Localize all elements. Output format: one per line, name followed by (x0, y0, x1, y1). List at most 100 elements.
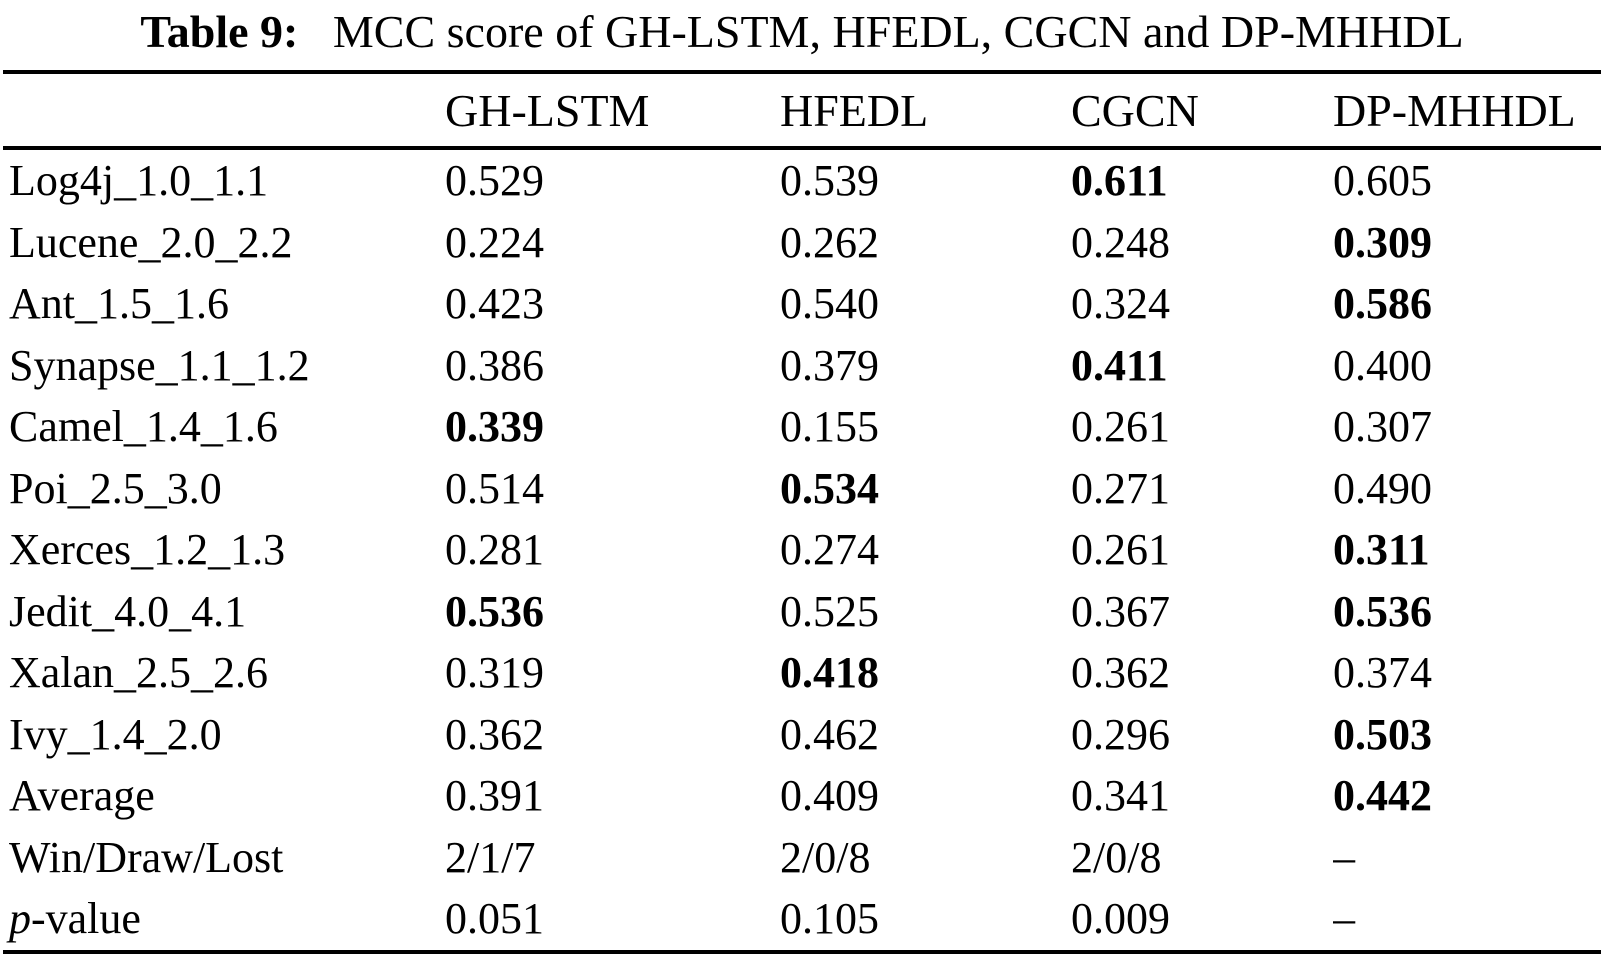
table-row: p-value 0.051 0.105 0.009 – (3, 888, 1601, 952)
cell-value: 0.611 (1071, 156, 1168, 206)
cell-value: 0.319 (445, 648, 544, 698)
row-label-part: Average (9, 771, 155, 821)
table-row: Camel_1.4_1.6 0.339 0.155 0.261 0.307 (3, 396, 1601, 458)
cell-value: 0.341 (1071, 771, 1170, 821)
cell-value: 0.374 (1333, 648, 1432, 698)
cell-value: 0.367 (1071, 586, 1170, 636)
header-cgcn: CGCN (1071, 84, 1199, 136)
cell-value: 0.224 (445, 217, 544, 267)
row-label-part: Xalan_2.5_2.6 (9, 648, 269, 698)
header-hfedl: HFEDL (780, 84, 929, 136)
table-row: Xerces_1.2_1.3 0.281 0.274 0.261 0.311 (3, 519, 1601, 581)
header-empty-cell (3, 72, 445, 148)
cell-value: 0.539 (780, 156, 879, 206)
table-caption: Table 9: MCC score of GH-LSTM, HFEDL, CG… (0, 0, 1604, 60)
cell-value: 0.274 (780, 525, 879, 575)
cell-value: 0.271 (1071, 463, 1170, 513)
cell-value: 0.409 (780, 771, 879, 821)
row-label-part: Synapse_1.1_1.2 (9, 340, 310, 390)
row-label: Win/Draw/Lost (3, 827, 445, 889)
table-caption-label: Table 9: (140, 6, 299, 57)
cell-value: 0.534 (780, 463, 879, 513)
cell-value: 0.248 (1071, 217, 1170, 267)
header-row: GH-LSTM HFEDL CGCN DP-MHHDL (3, 72, 1601, 148)
row-label-part: -value (31, 894, 141, 944)
cell-value: 0.339 (445, 402, 544, 452)
cell-value: 0.262 (780, 217, 879, 267)
cell-value: 0.490 (1333, 463, 1432, 513)
table-row: Synapse_1.1_1.2 0.386 0.379 0.411 0.400 (3, 335, 1601, 397)
cell-value: 0.411 (1071, 340, 1168, 390)
table-row: Xalan_2.5_2.6 0.319 0.418 0.362 0.374 (3, 642, 1601, 704)
row-label: Log4j_1.0_1.1 (3, 148, 445, 212)
cell-value: 0.525 (780, 586, 879, 636)
table-body: Log4j_1.0_1.1 0.529 0.539 0.611 0.605 Lucene_… (3, 148, 1601, 952)
cell-value: 0.261 (1071, 402, 1170, 452)
row-label: Camel_1.4_1.6 (3, 396, 445, 458)
row-label-part: Jedit_4.0_4.1 (9, 586, 247, 636)
cell-value: 0.379 (780, 340, 879, 390)
cell-value: – (1333, 832, 1355, 882)
header-dp-mhhdl: DP-MHHDL (1333, 84, 1576, 136)
cell-value: 0.296 (1071, 709, 1170, 759)
cell-value: 0.442 (1333, 771, 1432, 821)
cell-value: 2/1/7 (445, 832, 536, 882)
cell-value: 0.261 (1071, 525, 1170, 575)
cell-value: 0.536 (445, 586, 544, 636)
table-row: Average 0.391 0.409 0.341 0.442 (3, 765, 1601, 827)
cell-value: 0.362 (445, 709, 544, 759)
row-label-part: p (9, 894, 31, 944)
cell-value: 0.462 (780, 709, 879, 759)
cell-value: 0.586 (1333, 279, 1432, 329)
cell-value: 0.311 (1333, 525, 1430, 575)
row-label: Poi_2.5_3.0 (3, 458, 445, 520)
row-label: Synapse_1.1_1.2 (3, 335, 445, 397)
row-label: Ivy_1.4_2.0 (3, 704, 445, 766)
cell-value: 0.529 (445, 156, 544, 206)
cell-value: 0.540 (780, 279, 879, 329)
cell-value: 0.391 (445, 771, 544, 821)
cell-value: 0.605 (1333, 156, 1432, 206)
table-row: Win/Draw/Lost 2/1/7 2/0/8 2/0/8 – (3, 827, 1601, 889)
table-row: Log4j_1.0_1.1 0.529 0.539 0.611 0.605 (3, 148, 1601, 212)
table-header: GH-LSTM HFEDL CGCN DP-MHHDL (3, 72, 1601, 148)
cell-value: 0.324 (1071, 279, 1170, 329)
row-label: Jedit_4.0_4.1 (3, 581, 445, 643)
row-label: Xalan_2.5_2.6 (3, 642, 445, 704)
cell-value: 0.514 (445, 463, 544, 513)
cell-value: 0.386 (445, 340, 544, 390)
cell-value: 0.423 (445, 279, 544, 329)
cell-value: 0.307 (1333, 402, 1432, 452)
cell-value: 2/0/8 (780, 832, 871, 882)
row-label-part: Camel_1.4_1.6 (9, 402, 278, 452)
cell-value: 0.400 (1333, 340, 1432, 390)
cell-value: 0.503 (1333, 709, 1432, 759)
cell-value: 0.536 (1333, 586, 1432, 636)
mcc-score-table: GH-LSTM HFEDL CGCN DP-MHHDL Log4j_1.0_1.… (3, 70, 1601, 954)
cell-value: 0.051 (445, 894, 544, 944)
row-label-part: Lucene_2.0_2.2 (9, 217, 293, 267)
cell-value: 0.309 (1333, 217, 1432, 267)
header-gh-lstm: GH-LSTM (445, 84, 650, 136)
table-row: Jedit_4.0_4.1 0.536 0.525 0.367 0.536 (3, 581, 1601, 643)
row-label-part: Ivy_1.4_2.0 (9, 709, 222, 759)
row-label-part: Win/Draw/Lost (9, 832, 284, 882)
row-label: Lucene_2.0_2.2 (3, 212, 445, 274)
cell-value: – (1333, 894, 1355, 944)
cell-value: 0.281 (445, 525, 544, 575)
cell-value: 0.105 (780, 894, 879, 944)
table-row: Poi_2.5_3.0 0.514 0.534 0.271 0.490 (3, 458, 1601, 520)
table-row: Lucene_2.0_2.2 0.224 0.262 0.248 0.309 (3, 212, 1601, 274)
cell-value: 0.009 (1071, 894, 1170, 944)
row-label-part: Log4j_1.0_1.1 (9, 156, 269, 206)
cell-value: 0.155 (780, 402, 879, 452)
cell-value: 0.362 (1071, 648, 1170, 698)
row-label: Xerces_1.2_1.3 (3, 519, 445, 581)
cell-value: 0.418 (780, 648, 879, 698)
row-label: Average (3, 765, 445, 827)
table-caption-text: MCC score of GH-LSTM, HFEDL, CGCN and DP… (332, 6, 1464, 57)
row-label-part: Xerces_1.2_1.3 (9, 525, 286, 575)
table-row: Ant_1.5_1.6 0.423 0.540 0.324 0.586 (3, 273, 1601, 335)
cell-value: 2/0/8 (1071, 832, 1162, 882)
